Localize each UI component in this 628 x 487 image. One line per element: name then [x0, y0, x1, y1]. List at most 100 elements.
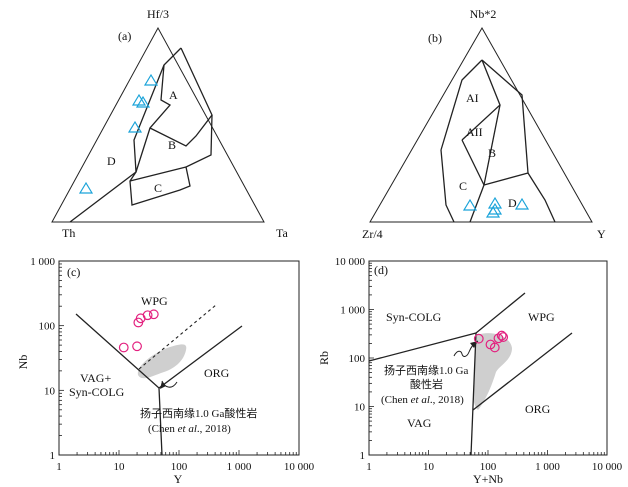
boundary-c-d: [469, 184, 485, 223]
apex-top-a: Hf/3: [147, 7, 169, 21]
shaded-field-d: [473, 333, 512, 410]
annotation-cn-d-2: 酸性岩: [410, 377, 443, 391]
x-axis-label-d: Y+Nb: [473, 472, 503, 486]
annotation-ref-d: (Chen et al., 2018): [381, 394, 464, 406]
field-wpg-c: WPG: [141, 294, 168, 308]
data-point: [148, 309, 159, 320]
panel-letter-c: (c): [67, 265, 80, 279]
shaded-field-c: [137, 344, 187, 379]
y-axis-label-c: Nb: [16, 355, 30, 370]
data-point: [489, 342, 500, 353]
data-point: [118, 342, 129, 353]
boundary-org-c: [158, 325, 243, 389]
x-tick-label: 100: [480, 461, 497, 473]
y-tick-label: 100: [39, 321, 56, 333]
boundary-ai-left: [440, 59, 483, 151]
field-c-a: C: [154, 181, 162, 195]
annotation-arrowhead-d: [470, 341, 478, 348]
annotation-cn-c: 扬子西南缘1.0 Ga酸性岩: [140, 406, 257, 420]
y-tick-label: 10 000: [335, 256, 366, 268]
field-b-b: B: [488, 146, 496, 160]
ternary-frame-b: [369, 26, 593, 223]
axis-ticks-d: 1 10 100 1 000 10 000 10 000 1 000 100 10 1: [335, 256, 623, 473]
data-point: [496, 330, 507, 341]
boundary-wpg-org: [472, 332, 573, 411]
field-b-a: B: [168, 138, 176, 152]
boundary-b-c: [129, 166, 187, 182]
apex-right-b: Y: [597, 227, 606, 241]
boundary-a-left: [135, 64, 172, 173]
y-tick-label: 10: [44, 385, 56, 397]
panel-c: 1 10 100 1 000 10 000 1 000 100 10 1 (c) WPG VAG…: [16, 256, 315, 486]
field-vag-d: VAG: [407, 416, 432, 430]
x-tick-label: 10 000: [284, 461, 315, 473]
x-tick-label: 1: [366, 461, 372, 473]
ternary-frame-a: [51, 26, 265, 223]
data-point: [473, 333, 484, 344]
boundary-bc-a: [129, 114, 213, 206]
triangle-point: [487, 196, 503, 209]
field-vag-c: VAG+: [80, 371, 111, 385]
data-point: [142, 310, 153, 321]
data-point: [498, 332, 509, 342]
boundary-syn-wpg: [475, 292, 526, 334]
x-tick-label: 10 000: [592, 461, 623, 473]
x-tick-label: 1 000: [227, 461, 252, 473]
boundary-c-left: [440, 149, 455, 223]
apex-right-a: Ta: [276, 226, 288, 240]
triangle-point: [462, 198, 478, 211]
boundary-aii-b: [483, 104, 501, 186]
data-points-d: [473, 330, 509, 353]
field-d-a: D: [107, 154, 116, 168]
panel-d: 1 10 100 1 000 10 000 10 000 1 000 100 10 1 (d) S…: [317, 256, 623, 486]
triangle-point: [127, 120, 143, 133]
apex-top-b: Nb*2: [470, 7, 497, 21]
field-aii-b: AII: [466, 125, 483, 139]
data-point: [493, 333, 504, 344]
triangle-point: [143, 73, 159, 86]
triangle-point: [135, 95, 151, 108]
y-axis-label-d: Rb: [317, 351, 331, 365]
x-tick-label: 1 000: [535, 461, 560, 473]
panel-a: Hf/3 (a) A B C D Th Ta: [51, 7, 288, 240]
field-syn-colg-d: Syn-COLG: [386, 310, 442, 324]
apex-left-a: Th: [62, 226, 75, 240]
annotation-cn-d-1: 扬子西南缘1.0 Ga: [384, 363, 468, 377]
panel-b: Nb*2 (b) AI AII B C D Zr/4 Y: [362, 7, 606, 241]
x-axis-label-c: Y: [174, 472, 183, 486]
triangle-point: [485, 205, 501, 218]
boundary-d-a: [69, 47, 182, 223]
x-tick-label: 10: [114, 461, 126, 473]
field-org-c: ORG: [204, 366, 230, 380]
annotation-ref-c: (Chen et al., 2018): [148, 423, 231, 435]
boundary-vag-wpg: [470, 332, 477, 456]
annotation-arrowhead-c: [160, 381, 166, 389]
field-syn-colg-c: Syn-COLG: [69, 385, 125, 399]
boundary-b-right: [481, 59, 529, 186]
dashed-boundary-c: [138, 304, 217, 370]
x-tick-label: 1: [56, 461, 62, 473]
boundary-aii-c: [461, 139, 485, 186]
field-d-b: D: [508, 196, 517, 210]
field-a-a: A: [169, 88, 178, 102]
panel-letter-d: (d): [374, 263, 388, 277]
boundary-d-right: [527, 172, 556, 223]
y-tick-label: 1: [50, 450, 56, 462]
boundary-a-right: [149, 47, 213, 147]
triangle-point: [514, 197, 530, 210]
triangle-point: [78, 181, 94, 194]
y-tick-label: 1: [360, 450, 366, 462]
apex-left-b: Zr/4: [362, 227, 383, 241]
y-tick-label: 100: [349, 353, 366, 365]
x-tick-label: 10: [423, 461, 435, 473]
field-org-d: ORG: [525, 402, 551, 416]
data-point: [132, 341, 142, 352]
y-tick-label: 1 000: [340, 305, 365, 317]
axis-ticks-c: 1 10 100 1 000 10 000 1 000 100 10 1: [30, 256, 314, 473]
boundary-syn-vag: [368, 332, 477, 362]
field-wpg-d: WPG: [528, 310, 555, 324]
x-tick-label: 100: [171, 461, 188, 473]
field-ai-b: AI: [466, 91, 479, 105]
y-tick-label: 10: [354, 402, 366, 414]
